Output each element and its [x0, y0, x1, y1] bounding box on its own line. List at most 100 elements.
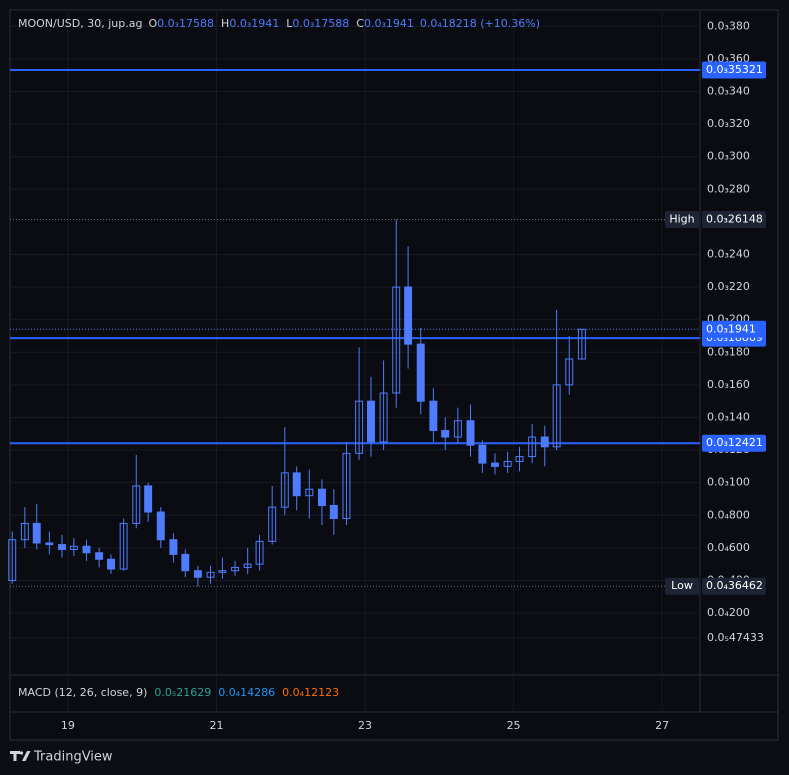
y-tick-label: 0.0₃240	[707, 247, 750, 260]
candle-body	[404, 286, 413, 345]
level-tag: 0.0₃35321	[706, 63, 763, 76]
candle-body	[491, 462, 499, 467]
y-tick-label: 0.0₃300	[707, 150, 750, 163]
candle-body	[255, 540, 264, 565]
candle-body	[416, 343, 425, 402]
ohlc-value: 0.0₃17588	[157, 17, 214, 30]
y-tick-label: 0.0₄600	[707, 541, 750, 554]
level-tag-bg	[702, 61, 766, 79]
change: 0.0₄18218 (+10.36%)	[420, 17, 540, 30]
candle-body	[441, 430, 450, 438]
candle-body	[552, 384, 561, 448]
candle-body	[58, 544, 66, 550]
candle-body	[565, 358, 574, 386]
candle-body	[45, 542, 54, 546]
candle-body	[540, 436, 549, 448]
ohlc-key: L	[286, 17, 293, 30]
level-tag: 0.0₃12421	[706, 436, 763, 449]
candle-body	[119, 522, 128, 570]
candle-body	[528, 436, 537, 458]
candle-body	[503, 460, 512, 467]
candle-body	[379, 392, 388, 443]
candle-body	[292, 472, 301, 497]
extreme-name: Low	[671, 579, 693, 592]
candle-body	[268, 506, 277, 542]
candle-body	[429, 400, 438, 432]
y-tick-label: 0.0₄200	[707, 606, 750, 619]
y-tick-label: 0.0₅47433	[707, 631, 764, 644]
candle-body	[8, 539, 17, 581]
x-tick-label: 23	[358, 719, 372, 732]
candle-body	[466, 420, 475, 446]
ohlc-key: H	[221, 17, 229, 30]
y-tick-label: 0.0₃100	[707, 476, 750, 489]
axis: 0.0₃3800.0₃3600.0₃3400.0₃3200.0₃3000.0₃2…	[61, 19, 766, 732]
candle-body	[392, 286, 401, 394]
macd-value: 0.0₄14286	[218, 686, 275, 699]
extreme-name: High	[669, 212, 694, 225]
ohlc-value: 0.0₃1941	[229, 17, 279, 30]
y-tick-label: 0.0₃340	[707, 84, 750, 97]
candle-body	[82, 545, 91, 554]
candle-body	[107, 558, 115, 570]
extreme-tag-bg	[702, 577, 766, 595]
candle-body	[366, 400, 375, 443]
last-price-tag: 0.0₃1941	[706, 322, 756, 335]
extreme-tag: 0.0₄36462	[706, 579, 763, 592]
macd-legend: MACD (12, 26, close, 9) 0.0₅21629 0.0₄1428…	[18, 686, 339, 699]
macd-value: 0.0₅21629	[154, 686, 211, 699]
y-tick-label: 0.0₃280	[707, 182, 750, 195]
x-tick-label: 21	[209, 719, 223, 732]
candle-body	[577, 328, 586, 360]
y-tick-label: 0.0₃140	[707, 410, 750, 423]
candle-body	[478, 444, 487, 464]
candle-body	[20, 522, 29, 541]
candle-body	[206, 571, 215, 578]
candle-body	[69, 545, 78, 550]
macd-value: 0.0₄12123	[282, 686, 339, 699]
candle-body	[243, 563, 252, 568]
extreme-tag: 0.0₃26148	[706, 212, 763, 225]
chart-frame	[9, 9, 779, 741]
x-tick-label: 19	[61, 719, 75, 732]
y-tick-label: 0.0₃320	[707, 117, 750, 130]
ohlc-value: 0.0₃17588	[292, 17, 349, 30]
y-tick-label: 0.0₃160	[707, 378, 750, 391]
candle-body	[231, 566, 240, 572]
candle-body	[132, 485, 141, 524]
candle-body	[355, 400, 364, 454]
candle-body	[181, 553, 190, 572]
candle-body	[32, 522, 41, 544]
x-tick-label: 27	[655, 719, 669, 732]
candle-body	[305, 488, 314, 497]
ohlc-key: O	[148, 17, 157, 30]
brand-logo	[10, 751, 31, 761]
candle-body	[144, 485, 153, 513]
y-tick-label: 0.0₃180	[707, 345, 750, 358]
candle-body	[317, 488, 326, 506]
x-tick-label: 25	[507, 719, 521, 732]
ohlc-value: 0.0₃1941	[364, 17, 414, 30]
chart-header: MOON/USD, 30, jup.ag O0.0₃17588 H0.0₃1941 L…	[18, 17, 540, 30]
candle-body	[169, 539, 178, 555]
y-tick-label: 0.0₃380	[707, 19, 750, 32]
last-price-tag-bg	[702, 320, 766, 338]
candle-body	[342, 452, 351, 520]
candle-body	[515, 456, 524, 462]
candle-body	[453, 420, 462, 438]
candle-body	[156, 511, 165, 541]
candle-body	[193, 570, 202, 578]
y-tick-label: 0.0₃220	[707, 280, 750, 293]
extreme-tag-bg	[702, 210, 766, 228]
y-tick-label: 0.0₄800	[707, 508, 750, 521]
extreme-name-bg	[665, 210, 699, 228]
level-tag-bg	[702, 434, 766, 452]
brand: TradingView	[33, 750, 113, 765]
symbol: MOON/USD, 30, jup.ag	[18, 17, 142, 30]
candle-body	[95, 552, 104, 560]
extreme-name-bg	[665, 577, 699, 595]
ohlc-key: C	[356, 17, 364, 30]
grid	[10, 10, 700, 712]
